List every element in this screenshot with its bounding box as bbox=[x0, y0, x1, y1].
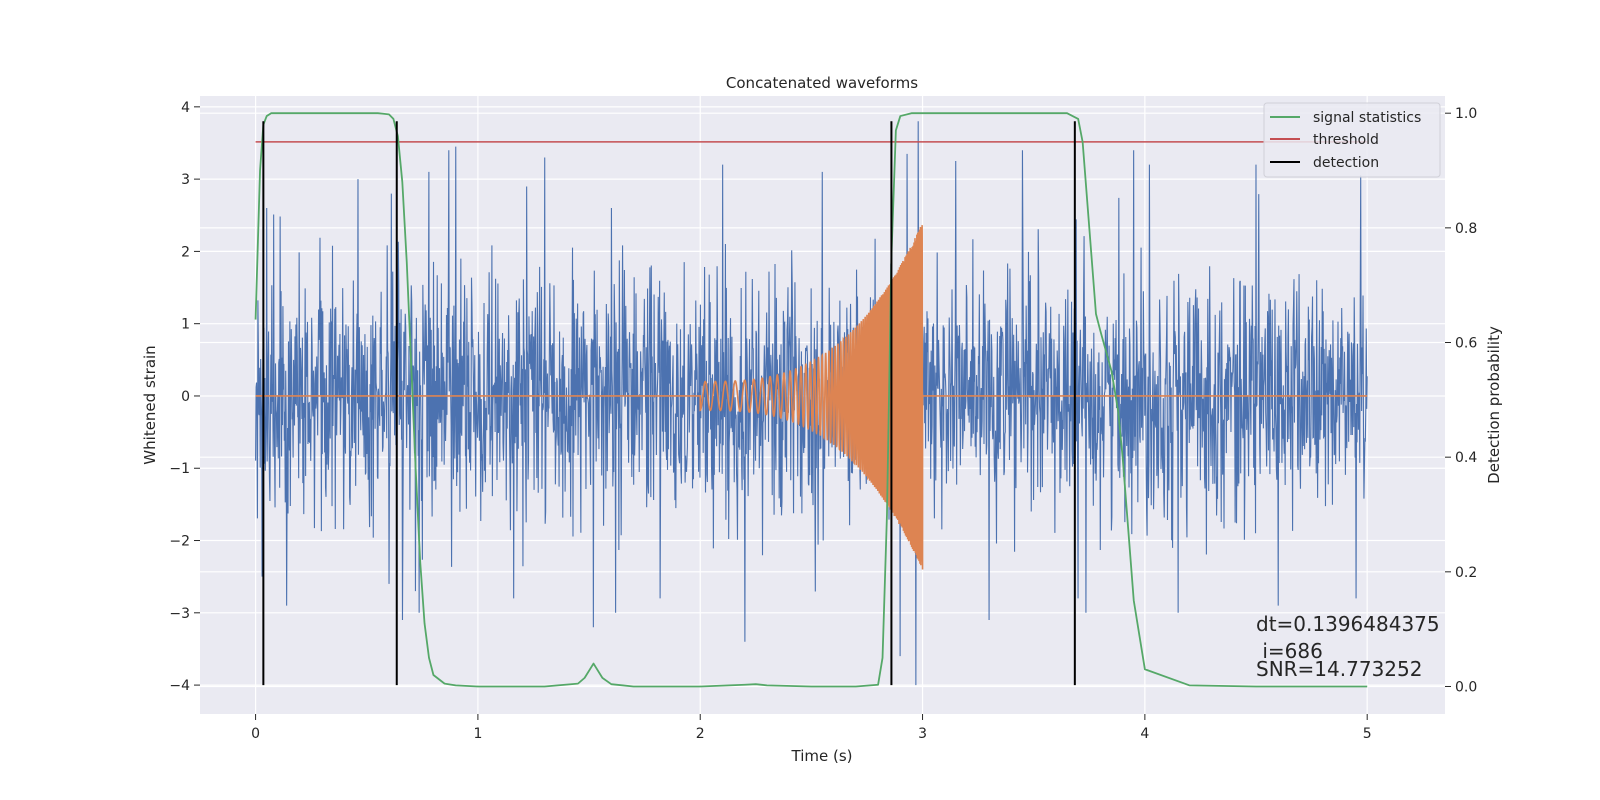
y-left-tick-label-4: 0 bbox=[181, 389, 190, 405]
y-left-tick-label-5: 1 bbox=[181, 317, 190, 333]
y-left-tick-label-0: −4 bbox=[169, 678, 190, 694]
y-left-tick-label-2: −2 bbox=[169, 534, 190, 550]
x-axis-label: Time (s) bbox=[791, 747, 853, 765]
x-tick-label-2: 2 bbox=[696, 726, 705, 742]
axes-layer: 0 1 2 3 4 5 −4 −3 −2 −1 0 1 2 3 4 0.0 0.2 0.4 0.6 0.8 1.0 bbox=[169, 100, 1477, 742]
legend-label-detection: detection bbox=[1313, 155, 1379, 171]
y-left-tick-label-7: 3 bbox=[181, 172, 190, 188]
x-tick-label-5: 5 bbox=[1363, 726, 1372, 742]
y-right-tick-label-1: 0.2 bbox=[1455, 565, 1477, 581]
legend-label-threshold: threshold bbox=[1313, 132, 1379, 148]
y-left-tick-label-1: −3 bbox=[169, 606, 190, 622]
x-tick-label-0: 0 bbox=[251, 726, 260, 742]
y-right-tick-label-4: 0.8 bbox=[1455, 221, 1477, 237]
y-right-tick-label-0: 0.0 bbox=[1455, 679, 1477, 695]
y-right-tick-label-2: 0.4 bbox=[1455, 450, 1477, 466]
y-right-tick-label-3: 0.6 bbox=[1455, 336, 1477, 352]
signal-statistics-line bbox=[254, 112, 1368, 688]
x-tick-label-1: 1 bbox=[473, 726, 482, 742]
y-axis-label-left: Whitened strain bbox=[141, 345, 159, 464]
series-layer bbox=[254, 112, 1368, 688]
y-axis-label-right: Detection probability bbox=[1485, 326, 1503, 484]
y-left-tick-label-6: 2 bbox=[181, 244, 190, 260]
annotation-index: i=686 bbox=[1256, 639, 1323, 663]
annotation-snr: SNR=14.773252 bbox=[1256, 657, 1422, 681]
annotation-dt: dt=0.1396484375 bbox=[1256, 612, 1440, 636]
chart-title: Concatenated waveforms bbox=[726, 74, 918, 92]
legend: signal statistics threshold detection bbox=[1263, 102, 1441, 178]
x-tick-label-3: 3 bbox=[918, 726, 927, 742]
waveform-chirp-line bbox=[255, 225, 1368, 570]
y-left-tick-label-3: −1 bbox=[169, 461, 190, 477]
legend-label-signal: signal statistics bbox=[1313, 110, 1421, 126]
legend-box bbox=[1263, 102, 1441, 178]
y-right-tick-label-5: 1.0 bbox=[1455, 106, 1477, 122]
x-tick-label-4: 4 bbox=[1140, 726, 1149, 742]
y-left-tick-label-8: 4 bbox=[181, 100, 190, 116]
